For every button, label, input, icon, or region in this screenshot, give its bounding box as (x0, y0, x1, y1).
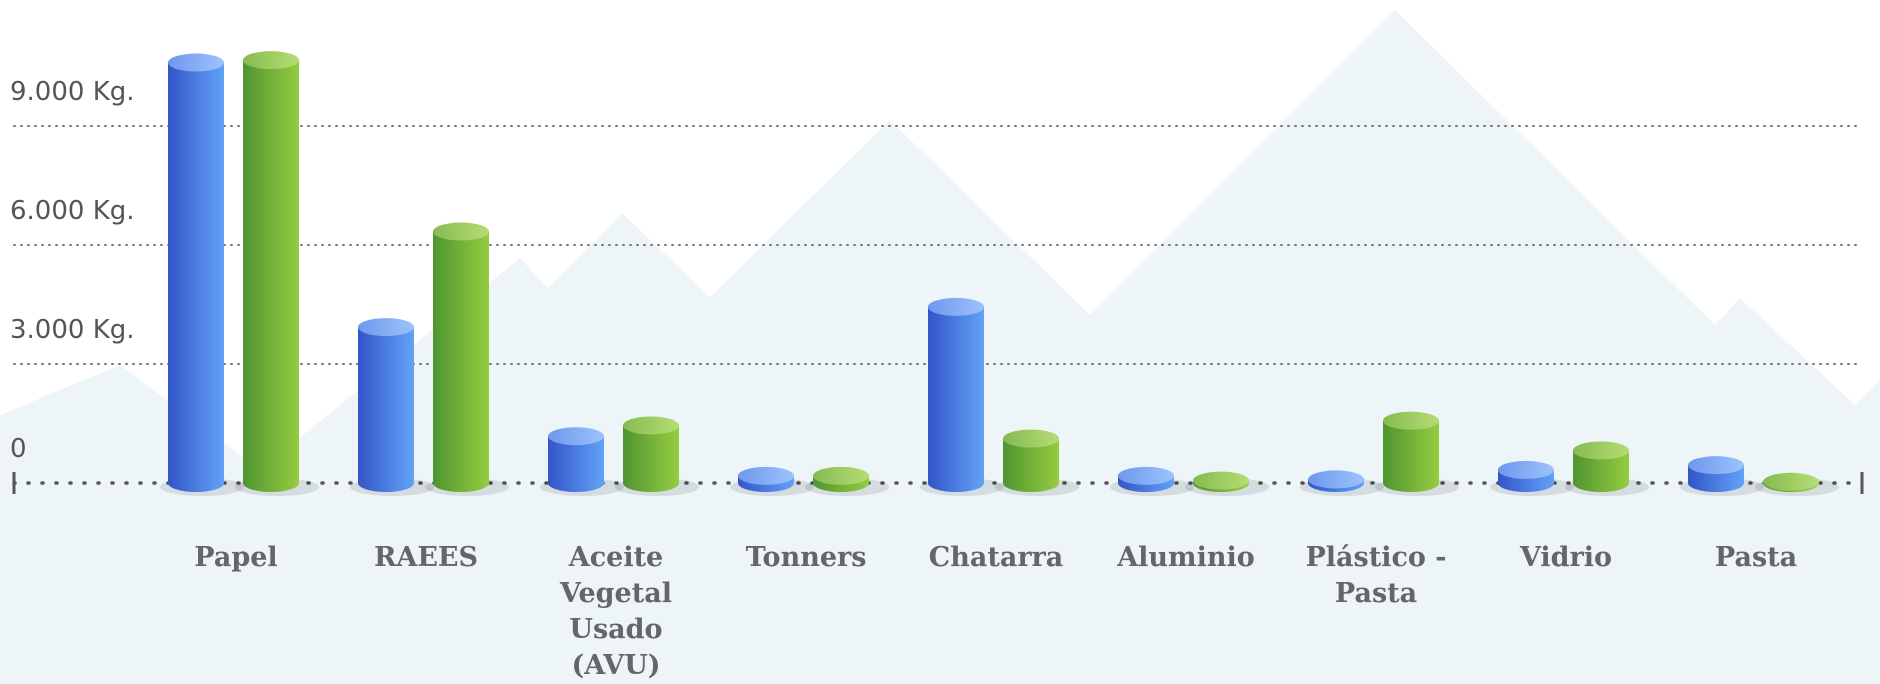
bar-bottom (1498, 474, 1554, 492)
bar-top (1498, 460, 1554, 479)
bar-bottom (1003, 474, 1059, 492)
bar (920, 297, 1004, 496)
bar-body (358, 327, 414, 483)
bar-top (168, 53, 224, 72)
bar-bottom (623, 474, 679, 492)
x-tick-label: Aceite Vegetal Usado (AVU) (559, 542, 672, 681)
bar-bottom (928, 474, 984, 492)
bar-top (813, 466, 869, 485)
bar-body (928, 306, 984, 483)
bar (805, 466, 889, 496)
bar-top (433, 222, 489, 241)
y-tick-label: 0 (10, 434, 27, 464)
bar-top (548, 427, 604, 446)
bar-top (1383, 411, 1439, 430)
bar-top (928, 297, 984, 316)
bar-top (243, 51, 299, 70)
bar (1490, 460, 1574, 496)
bar-top (1763, 472, 1819, 491)
bar-top (1118, 466, 1174, 485)
bar-top (1688, 456, 1744, 475)
bar-bottom (1688, 474, 1744, 492)
x-tick-label: Pasta (1715, 542, 1797, 573)
x-tick-label: Chatarra (929, 542, 1064, 573)
bar-bottom (358, 474, 414, 492)
bar (995, 429, 1079, 496)
bar-bottom (1573, 474, 1629, 492)
y-tick-label: 3.000 Kg. (10, 315, 135, 345)
x-tick-label: RAEES (374, 542, 478, 573)
bar (1755, 472, 1839, 496)
bar (1185, 471, 1269, 496)
bar (1565, 441, 1649, 496)
bar (730, 466, 814, 496)
x-tick-label: Plástico -Pasta (1305, 542, 1446, 609)
bar-bottom (548, 474, 604, 492)
y-tick-label: 6.000 Kg. (10, 196, 135, 226)
bar-bottom (433, 474, 489, 492)
bar (1300, 470, 1384, 496)
x-tick-label: Papel (194, 542, 277, 573)
bar-top (738, 466, 794, 485)
x-tick-label: Aluminio (1116, 542, 1255, 573)
bar-bottom (243, 474, 299, 492)
bar-top (358, 318, 414, 337)
bar (1110, 466, 1194, 496)
bar-top (1003, 429, 1059, 448)
bar (160, 53, 244, 496)
bar-top (623, 416, 679, 435)
bar-bottom (1383, 474, 1439, 492)
bar (425, 222, 509, 496)
bar-body (168, 62, 224, 484)
bar-body (243, 60, 299, 484)
bar-body (1383, 420, 1439, 483)
bar (540, 427, 624, 496)
bar (615, 416, 699, 496)
bar-body (433, 231, 489, 483)
bar (1375, 411, 1459, 496)
bar-top (1308, 470, 1364, 489)
bar (350, 318, 434, 496)
bar-bottom (168, 474, 224, 492)
bar-body (623, 425, 679, 483)
x-tick-label: Tonners (746, 542, 867, 573)
bar (1680, 456, 1764, 496)
x-tick-label: Vidrio (1519, 542, 1612, 573)
bar-top (1193, 471, 1249, 490)
bar-top (1573, 441, 1629, 460)
bar (235, 51, 319, 496)
y-tick-label: 9.000 Kg. (10, 77, 135, 107)
